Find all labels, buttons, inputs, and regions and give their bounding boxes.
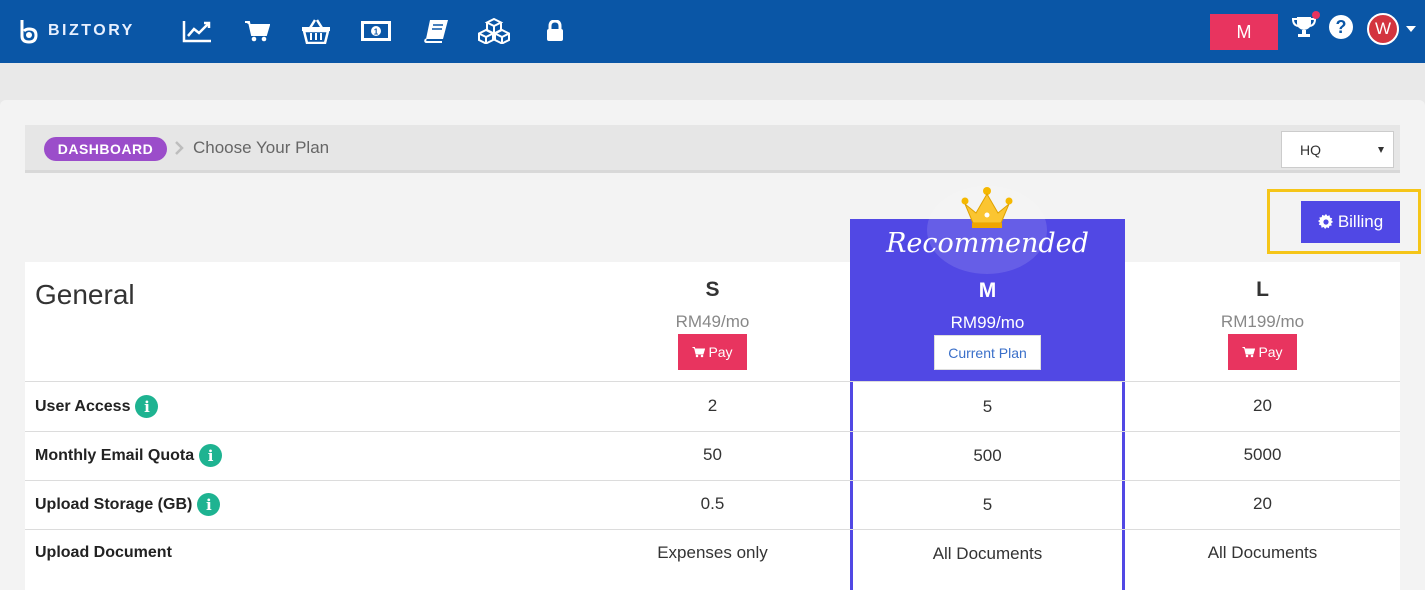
chevron-right-icon (175, 141, 184, 155)
table-cell: 5 (982, 495, 993, 514)
feature-label-user-access: User Access i (35, 395, 159, 418)
info-icon[interactable]: i (199, 444, 223, 467)
plan-s-price: RM49/mo (675, 312, 750, 331)
info-icon[interactable]: i (135, 395, 159, 418)
table-cell: All Documents (1207, 543, 1318, 562)
info-icon[interactable]: i (197, 493, 221, 516)
recommended-column-border (850, 382, 1125, 590)
feature-label-text: Upload Document (35, 544, 172, 561)
feature-label-text: Upload Storage (GB) (35, 495, 193, 513)
billing-button[interactable]: Billing (1301, 201, 1400, 243)
plan-l-pay-label: Pay (1258, 344, 1283, 360)
table-cell: 50 (703, 445, 722, 464)
table-cell: 20 (1253, 396, 1272, 415)
table-cell: 5000 (1243, 445, 1282, 464)
book-icon[interactable] (420, 17, 452, 45)
shopping-cart-icon[interactable] (241, 17, 273, 45)
biztory-logo-icon (20, 20, 38, 44)
shopping-cart-icon (1242, 347, 1256, 358)
lock-icon[interactable] (539, 17, 571, 45)
trophy-icon[interactable] (1291, 14, 1319, 42)
feature-label-text: Monthly Email Quota (35, 446, 195, 464)
svg-text:1: 1 (374, 28, 379, 37)
gear-icon (1317, 214, 1333, 230)
chart-line-icon[interactable] (181, 17, 213, 45)
breadcrumb (25, 125, 1400, 173)
table-cell: All Documents (932, 544, 1043, 563)
recommended-label: Recommended (886, 228, 1089, 259)
plan-l-price: RM199/mo (1220, 312, 1305, 331)
row-divider (25, 529, 1400, 530)
plan-s-pay-button[interactable]: Pay (678, 334, 747, 370)
shopping-cart-icon (692, 347, 706, 358)
chevron-down-icon[interactable] (1406, 26, 1416, 32)
section-title: General (35, 279, 135, 310)
plan-m-name: M (978, 279, 997, 302)
current-plan-badge[interactable]: M (1210, 14, 1278, 50)
plan-l-name: L (1256, 278, 1269, 301)
plan-s-pay-label: Pay (708, 344, 733, 360)
app-logo[interactable]: BIZTORY (18, 18, 135, 44)
breadcrumb-current: Choose Your Plan (193, 138, 330, 157)
branch-select-value: HQ (1300, 141, 1321, 158)
feature-label-email-quota: Monthly Email Quota i (35, 444, 223, 467)
row-divider (25, 431, 1400, 432)
top-nav-bar: BIZTORY 1 M ? W (0, 0, 1425, 63)
user-avatar[interactable]: W (1367, 13, 1399, 45)
plan-m-price: RM99/mo (950, 313, 1025, 332)
billing-button-label: Billing (1337, 212, 1384, 231)
table-cell: 2 (707, 396, 718, 415)
row-divider (25, 381, 1400, 382)
shopping-basket-icon[interactable] (300, 17, 332, 45)
table-cell: 20 (1253, 494, 1272, 513)
feature-label-upload-storage: Upload Storage (GB) i (35, 493, 221, 516)
feature-label-upload-document: Upload Document (35, 544, 172, 562)
pricing-table (25, 262, 1400, 590)
breadcrumb-dashboard-link[interactable]: DASHBOARD (44, 137, 167, 161)
billing-highlight-box (1267, 189, 1421, 254)
table-cell: 0.5 (700, 494, 725, 513)
table-cell: Expenses only (657, 543, 768, 562)
row-divider (25, 480, 1400, 481)
help-icon[interactable]: ? (1329, 15, 1353, 39)
notification-dot (1312, 11, 1320, 19)
app-name: BIZTORY (48, 22, 135, 39)
cubes-icon[interactable] (478, 17, 510, 45)
plan-s-name: S (705, 278, 720, 301)
table-cell: 5 (982, 397, 993, 416)
current-plan-button[interactable]: Current Plan (934, 335, 1041, 370)
caret-down-icon (1378, 147, 1384, 153)
money-bill-icon[interactable]: 1 (360, 17, 392, 45)
feature-label-text: User Access (35, 397, 131, 415)
table-cell: 500 (973, 446, 1002, 465)
plan-l-pay-button[interactable]: Pay (1228, 334, 1297, 370)
branch-select[interactable]: HQ (1281, 131, 1394, 168)
crown-icon (961, 187, 1013, 228)
